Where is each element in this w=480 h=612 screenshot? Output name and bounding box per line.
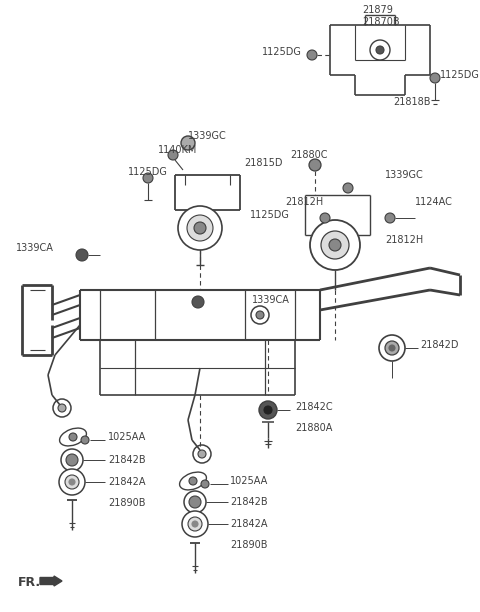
Text: 21842A: 21842A <box>230 519 267 529</box>
Circle shape <box>321 231 349 259</box>
Circle shape <box>201 480 209 488</box>
Text: 21880A: 21880A <box>295 423 332 433</box>
Text: 1125DG: 1125DG <box>262 47 302 57</box>
Circle shape <box>430 73 440 83</box>
Circle shape <box>198 450 206 458</box>
Circle shape <box>178 206 222 250</box>
Circle shape <box>376 46 384 54</box>
Text: 21842B: 21842B <box>230 497 268 507</box>
Circle shape <box>251 306 269 324</box>
Circle shape <box>379 335 405 361</box>
Circle shape <box>66 454 78 466</box>
Circle shape <box>192 521 198 527</box>
Circle shape <box>307 50 317 60</box>
Circle shape <box>194 222 206 234</box>
Text: 1125DG: 1125DG <box>250 210 290 220</box>
Text: 21842C: 21842C <box>295 402 333 412</box>
Circle shape <box>58 404 66 412</box>
Text: 1025AA: 1025AA <box>108 432 146 442</box>
Circle shape <box>81 436 89 444</box>
Circle shape <box>389 345 395 351</box>
Text: 21890B: 21890B <box>230 540 267 550</box>
Circle shape <box>65 475 79 489</box>
Text: 21812H: 21812H <box>285 197 323 207</box>
Text: 1125DG: 1125DG <box>440 70 480 80</box>
Text: 1125DG: 1125DG <box>128 167 168 177</box>
Circle shape <box>188 517 202 531</box>
Circle shape <box>310 220 360 270</box>
Circle shape <box>181 136 195 150</box>
Text: 1339CA: 1339CA <box>16 243 54 253</box>
Text: 1124AC: 1124AC <box>415 197 453 207</box>
Text: FR.: FR. <box>18 575 41 589</box>
Text: 21812H: 21812H <box>385 235 423 245</box>
Text: 21842D: 21842D <box>420 340 458 350</box>
Text: 1140KM: 1140KM <box>158 145 197 155</box>
Circle shape <box>343 183 353 193</box>
Circle shape <box>259 401 277 419</box>
Text: 21842A: 21842A <box>108 477 145 487</box>
Circle shape <box>385 341 399 355</box>
Text: 1025AA: 1025AA <box>230 476 268 486</box>
Text: 21818B: 21818B <box>393 97 431 107</box>
Circle shape <box>182 511 208 537</box>
Circle shape <box>264 406 272 414</box>
Text: 21890B: 21890B <box>108 498 145 508</box>
Text: 21842B: 21842B <box>108 455 145 465</box>
Circle shape <box>309 159 321 171</box>
Circle shape <box>192 296 204 308</box>
Circle shape <box>168 150 178 160</box>
Text: 1339CA: 1339CA <box>252 295 290 305</box>
Circle shape <box>187 215 213 241</box>
Text: 1339GC: 1339GC <box>385 170 424 180</box>
Circle shape <box>184 491 206 513</box>
Circle shape <box>189 496 201 508</box>
Circle shape <box>189 477 197 485</box>
Circle shape <box>256 311 264 319</box>
Circle shape <box>76 249 88 261</box>
Circle shape <box>69 433 77 441</box>
Circle shape <box>329 239 341 251</box>
Text: 21815D: 21815D <box>244 158 283 168</box>
Text: 21879: 21879 <box>362 5 393 15</box>
Circle shape <box>69 479 75 485</box>
Circle shape <box>59 469 85 495</box>
Circle shape <box>385 213 395 223</box>
Circle shape <box>143 173 153 183</box>
Circle shape <box>61 449 83 471</box>
Text: 21870B: 21870B <box>362 17 400 27</box>
Text: 1339GC: 1339GC <box>188 131 227 141</box>
Text: 21880C: 21880C <box>290 150 327 160</box>
Circle shape <box>320 213 330 223</box>
FancyArrow shape <box>40 576 62 586</box>
